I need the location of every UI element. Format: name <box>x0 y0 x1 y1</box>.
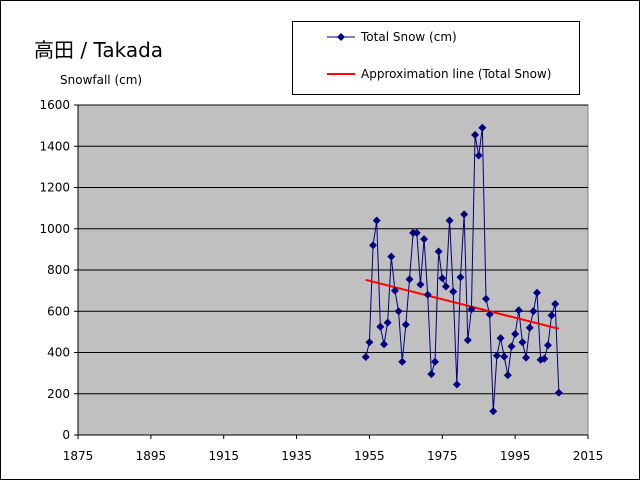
data-point <box>500 352 509 361</box>
data-point <box>529 307 538 316</box>
data-point <box>482 294 490 303</box>
data-point <box>533 288 541 297</box>
chart-title: 高田 / Takada <box>34 38 164 62</box>
y-tick-label: 600 <box>47 304 70 318</box>
data-point <box>380 340 388 349</box>
y-tick-label: 1000 <box>39 222 70 236</box>
data-point <box>361 353 370 362</box>
y-axis-label: Snowfall (cm) <box>60 73 143 87</box>
data-point <box>434 247 443 256</box>
trend-line <box>365 278 560 330</box>
data-point <box>525 323 534 332</box>
data-point <box>390 286 399 295</box>
data-point <box>485 310 494 319</box>
series-line-total-snow <box>365 127 560 412</box>
data-point <box>427 370 436 379</box>
data-point <box>438 274 447 283</box>
data-point <box>441 282 450 291</box>
legend-marker-diamond-icon <box>327 33 355 41</box>
data-point <box>474 151 483 160</box>
legend-label: Total Snow (cm) <box>361 30 457 44</box>
data-point <box>456 273 465 282</box>
data-point <box>383 318 392 327</box>
data-point <box>372 216 381 225</box>
data-point <box>416 280 425 289</box>
legend-line-icon <box>327 73 355 75</box>
data-point <box>369 241 378 250</box>
data-point <box>420 235 429 244</box>
legend: Total Snow (cm) Approximation line (Tota… <box>292 21 580 95</box>
data-point <box>452 380 461 389</box>
x-tick-label: 1895 <box>136 449 167 463</box>
data-point <box>463 336 472 345</box>
data-point <box>554 388 563 397</box>
x-tick-label: 1955 <box>354 449 385 463</box>
data-point <box>543 341 552 350</box>
data-point <box>445 216 454 225</box>
y-tick-label: 0 <box>62 428 70 442</box>
data-point <box>514 306 523 315</box>
data-point <box>394 307 403 316</box>
data-point <box>460 210 469 219</box>
data-point <box>518 338 527 347</box>
data-point <box>449 287 458 296</box>
data-point <box>401 320 410 329</box>
data-point <box>387 252 396 261</box>
data-point <box>492 351 501 360</box>
y-tick-label: 1600 <box>39 98 70 112</box>
y-tick-label: 1200 <box>39 181 70 195</box>
data-point <box>507 342 516 351</box>
data-point <box>376 322 385 331</box>
y-tick-label: 400 <box>47 346 70 360</box>
data-point <box>503 371 512 380</box>
x-tick-label: 1935 <box>281 449 312 463</box>
data-point <box>478 123 487 132</box>
data-point <box>365 338 374 347</box>
legend-entry-approximation: Approximation line (Total Snow) <box>327 67 551 81</box>
data-point <box>405 275 414 284</box>
x-tick-label: 2015 <box>573 449 604 463</box>
y-tick-label: 800 <box>47 263 70 277</box>
x-tick-label: 1995 <box>500 449 531 463</box>
data-point <box>431 357 439 366</box>
x-tick-label: 1975 <box>427 449 458 463</box>
data-point <box>522 353 531 362</box>
data-point <box>471 130 480 139</box>
data-point <box>489 407 498 416</box>
data-point <box>398 357 407 366</box>
legend-entry-total-snow: Total Snow (cm) <box>327 30 457 44</box>
y-tick-label: 1400 <box>39 139 70 153</box>
data-point <box>551 300 560 309</box>
data-point <box>511 329 520 338</box>
legend-label: Approximation line (Total Snow) <box>361 67 552 81</box>
y-tick-label: 200 <box>47 387 70 401</box>
data-point <box>496 334 505 343</box>
data-point <box>423 290 432 299</box>
data-point <box>540 354 549 363</box>
data-point <box>412 228 421 237</box>
x-tick-label: 1875 <box>63 449 94 463</box>
data-point <box>547 311 556 320</box>
data-point <box>467 305 476 314</box>
x-tick-label: 1915 <box>208 449 239 463</box>
